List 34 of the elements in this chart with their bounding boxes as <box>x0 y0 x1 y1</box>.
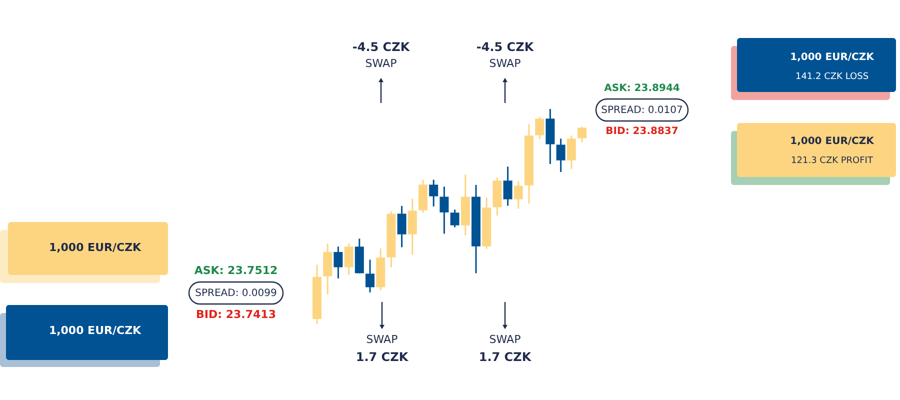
text: BID: 23.7413 <box>196 308 276 321</box>
candlestick <box>578 126 586 144</box>
text: -4.5 CZK <box>352 40 410 54</box>
candlestick <box>408 198 417 256</box>
text: ASK: 23.7512 <box>194 264 278 277</box>
text: 141.2 CZK LOSS <box>795 72 869 82</box>
candlestick <box>556 138 566 173</box>
text: 1,000 EUR/CZK <box>790 136 876 147</box>
text: 1,000 EUR/CZK <box>48 324 142 337</box>
text: 1.7 CZK <box>478 350 532 364</box>
text: SPREAD: 0.0107 <box>601 105 683 116</box>
text: SWAP <box>489 57 522 70</box>
text: SPREAD: 0.0099 <box>195 288 277 299</box>
candlestick <box>366 258 374 294</box>
candlestick <box>535 116 544 140</box>
text: ASK: 23.8944 <box>604 83 680 94</box>
text: 1,000 EUR/CZK <box>790 52 876 63</box>
candlestick <box>344 242 354 276</box>
candlestick <box>429 178 438 208</box>
candlestick <box>397 205 406 248</box>
text: 1.7 CZK <box>356 350 409 364</box>
text: BID: 23.8837 <box>606 126 678 137</box>
candlestick <box>514 180 523 210</box>
text: -4.5 CZK <box>476 40 534 54</box>
text: SWAP <box>489 333 522 346</box>
text: SWAP <box>365 57 398 70</box>
text: SWAP <box>366 333 398 346</box>
candlestick <box>334 246 343 280</box>
candlestick <box>440 186 449 234</box>
text: 121.3 CZK PROFIT <box>791 156 874 166</box>
text: 1,000 EUR/CZK <box>48 241 142 254</box>
candlestick <box>503 166 512 206</box>
candlestick <box>450 208 460 228</box>
candlestick <box>566 134 576 170</box>
